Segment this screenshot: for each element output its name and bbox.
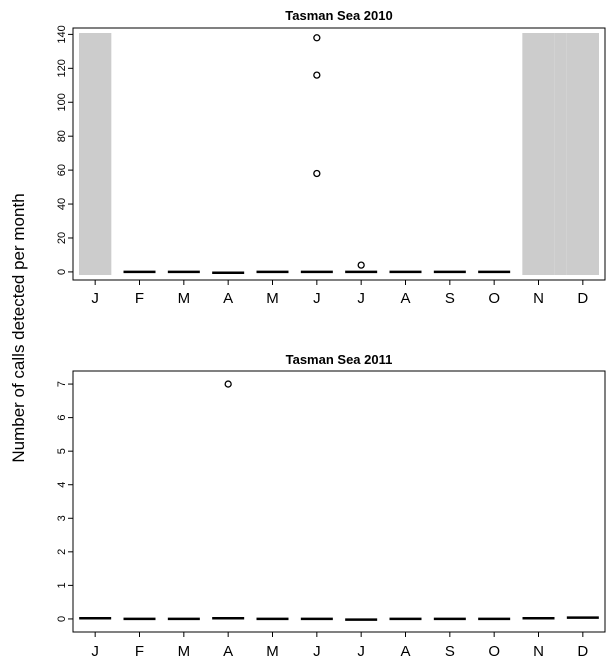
y-tick-label: 40: [56, 198, 68, 210]
no-data-region-join: [554, 33, 567, 275]
y-tick-label: 100: [56, 93, 68, 111]
month-label: N: [533, 643, 544, 659]
no-data-region-J: [79, 33, 112, 275]
month-label: J: [91, 643, 99, 659]
outlier-point: [313, 34, 321, 42]
month-label: M: [178, 643, 191, 659]
month-label: N: [533, 290, 544, 307]
month-label: O: [488, 290, 500, 307]
month-label: A: [400, 290, 410, 307]
month-label: D: [577, 290, 588, 307]
y-tick-label: 3: [56, 515, 68, 521]
month-label: O: [488, 643, 500, 659]
month-label: S: [445, 643, 455, 659]
month-label: F: [135, 290, 144, 307]
chart-title: Tasman Sea 2011: [286, 352, 393, 367]
month-label: J: [91, 290, 99, 307]
no-data-region-D: [566, 33, 599, 275]
month-label: J: [313, 643, 321, 659]
month-label: M: [266, 643, 279, 659]
no-data-region-N: [522, 33, 555, 275]
month-label: A: [400, 643, 410, 659]
month-label: D: [577, 643, 588, 659]
chart-title: Tasman Sea 2010: [285, 8, 392, 23]
y-tick-label: 0: [56, 269, 68, 275]
panel-2011: Tasman Sea 2011 0 1 2 3 4 5 6 7 J F M A M J J A S O N D: [56, 352, 606, 659]
y-tick-label: 6: [56, 415, 68, 421]
y-tick-label: 2: [56, 549, 68, 555]
month-label: F: [135, 643, 144, 659]
outlier-point: [224, 380, 232, 388]
month-label: A: [223, 643, 233, 659]
y-tick-label: 80: [56, 130, 68, 142]
plot-frame: [72, 27, 606, 281]
y-tick-label: 0: [56, 616, 68, 622]
y-tick-label: 120: [56, 59, 68, 77]
y-tick-label: 140: [56, 25, 68, 43]
month-label: S: [445, 290, 455, 307]
month-label: M: [266, 290, 279, 307]
month-label: J: [313, 290, 321, 307]
month-label: M: [178, 290, 191, 307]
y-tick-label: 1: [56, 582, 68, 588]
month-label: A: [223, 290, 233, 307]
month-label: J: [357, 643, 365, 659]
y-tick-label: 7: [56, 381, 68, 387]
panel-2010: Tasman Sea 2010 0 20 40 60 80 100 120 140 J F M A M J J…: [56, 8, 606, 307]
y-tick-label: 60: [56, 164, 68, 176]
outlier-point: [357, 261, 365, 269]
y-tick-label: 20: [56, 232, 68, 244]
month-label: J: [357, 290, 365, 307]
outlier-point: [313, 169, 321, 178]
y-tick-label: 4: [56, 482, 68, 488]
outlier-point: [313, 71, 321, 79]
y-axis-title: Number of calls detected per month: [9, 193, 28, 462]
plot-frame: [72, 370, 606, 633]
y-tick-label: 5: [56, 448, 68, 454]
